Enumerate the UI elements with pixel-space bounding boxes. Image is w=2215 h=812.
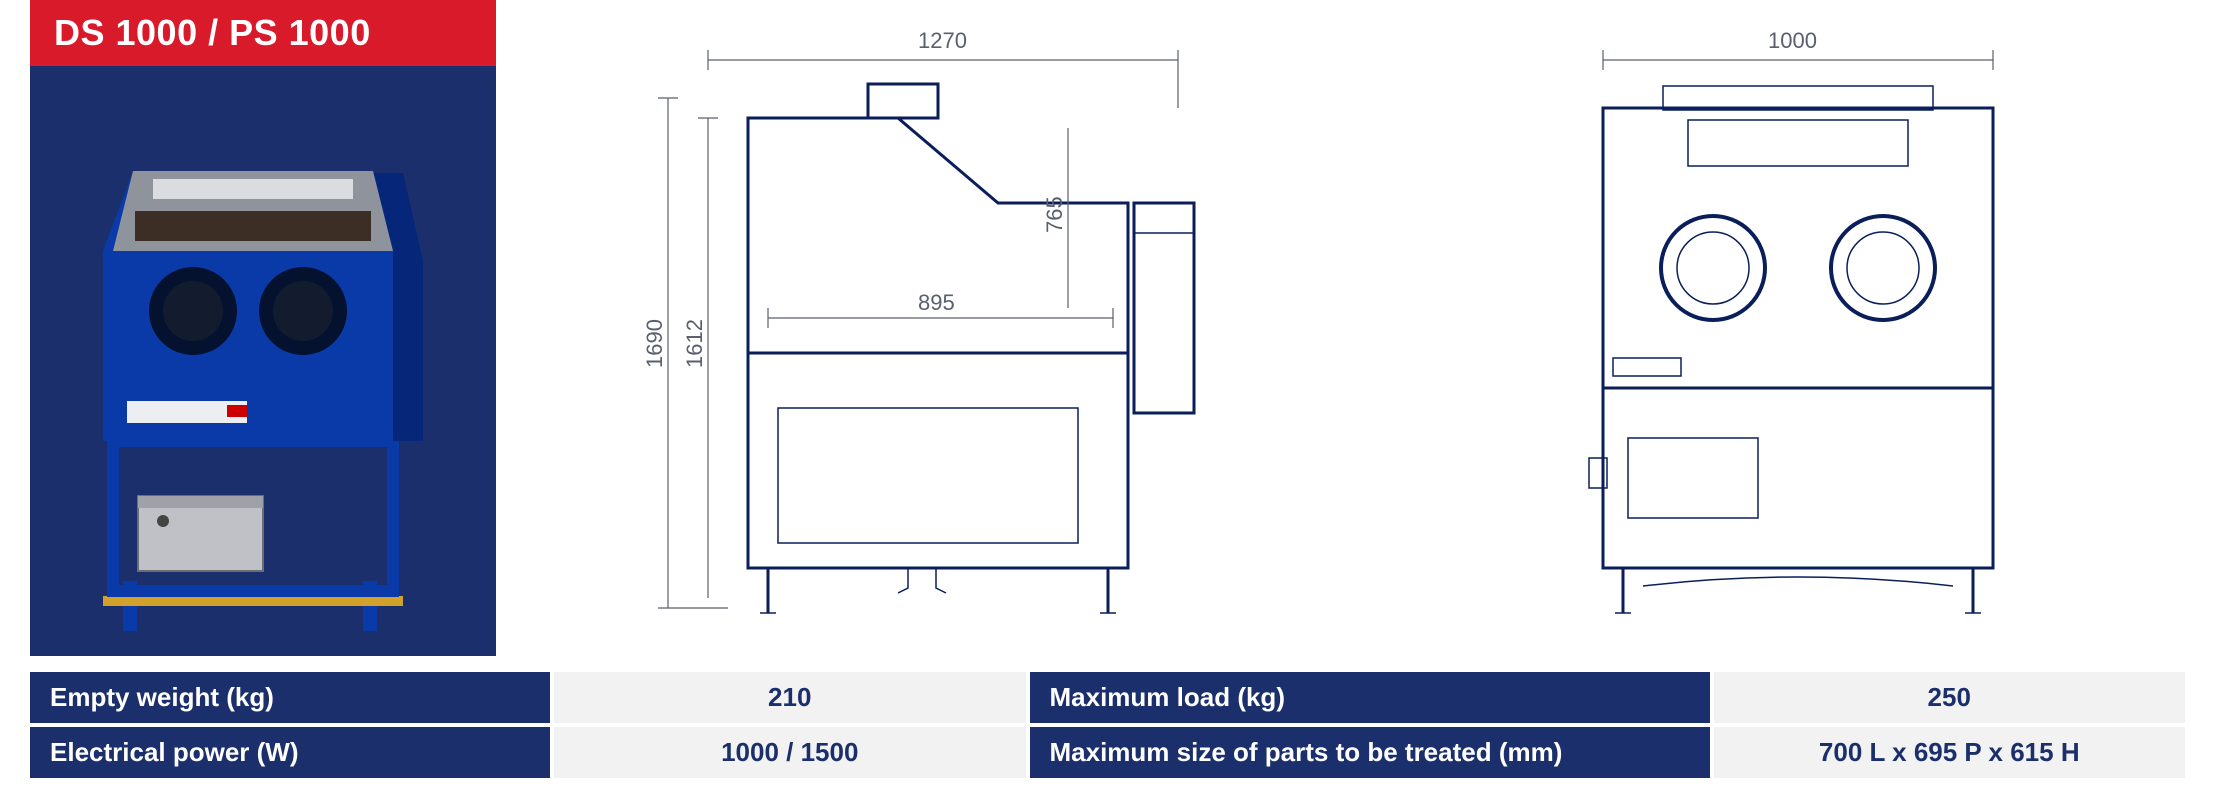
spec-value: 700 L x 695 P x 615 H [1714,727,2186,778]
dim-chamber-width: 895 [918,290,955,315]
spec-label: Maximum load (kg) [1030,672,1710,723]
dim-chamber-height: 765 [1042,196,1067,233]
dim-inner-height: 1612 [682,319,707,368]
product-photo [63,91,463,631]
product-photo-area [30,66,496,656]
product-title: DS 1000 / PS 1000 [30,0,496,66]
spec-label: Empty weight (kg) [30,672,550,723]
dim-overall-height: 1690 [642,319,667,368]
dim-front-width: 1000 [1768,28,1817,53]
spec-value: 210 [554,672,1026,723]
spec-table: Empty weight (kg) 210 Maximum load (kg) … [0,672,2215,812]
dim-overall-width: 1270 [918,28,967,53]
front-drawing: 1000 [1513,8,2073,648]
spec-value: 1000 / 1500 [554,727,1026,778]
top-panels: DS 1000 / PS 1000 [0,0,2215,672]
spec-row: Electrical power (W) 1000 / 1500 Maximum… [30,727,2185,778]
spec-value: 250 [1714,672,2186,723]
spec-label: Electrical power (W) [30,727,550,778]
front-drawing-cell: 1000 [1401,0,2186,656]
side-drawing: 1270 1690 1612 [568,8,1328,648]
spec-label: Maximum size of parts to be treated (mm) [1030,727,1710,778]
side-drawing-cell: 1270 1690 1612 [556,0,1341,656]
spec-row: Empty weight (kg) 210 Maximum load (kg) … [30,672,2185,723]
product-panel: DS 1000 / PS 1000 [30,0,496,656]
